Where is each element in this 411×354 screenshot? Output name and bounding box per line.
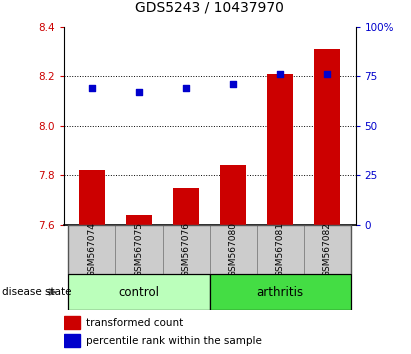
Text: GSM567075: GSM567075 — [134, 222, 143, 277]
Bar — [304, 225, 351, 274]
Text: transformed count: transformed count — [85, 318, 183, 327]
Point — [89, 85, 95, 91]
Text: GSM567082: GSM567082 — [323, 222, 332, 277]
Point — [136, 89, 142, 95]
Point — [183, 85, 189, 91]
Bar — [162, 225, 210, 274]
Bar — [115, 225, 162, 274]
Text: disease state: disease state — [2, 287, 72, 297]
Bar — [314, 49, 340, 225]
Bar — [64, 316, 80, 329]
Bar — [126, 215, 152, 225]
Bar — [173, 188, 199, 225]
Bar — [68, 274, 210, 310]
Text: GSM567074: GSM567074 — [88, 222, 97, 277]
Point — [230, 81, 236, 87]
Point — [324, 71, 330, 77]
Text: GSM567081: GSM567081 — [276, 222, 285, 277]
Text: control: control — [118, 286, 159, 298]
Bar — [220, 165, 246, 225]
Bar — [64, 335, 80, 348]
Point — [277, 71, 284, 77]
Bar — [267, 74, 293, 225]
Bar — [79, 170, 105, 225]
Bar — [68, 225, 115, 274]
Bar — [210, 225, 257, 274]
Text: GSM567076: GSM567076 — [182, 222, 191, 277]
Bar — [257, 225, 304, 274]
Text: arthritis: arthritis — [256, 286, 304, 298]
Text: GDS5243 / 10437970: GDS5243 / 10437970 — [135, 0, 284, 14]
Text: percentile rank within the sample: percentile rank within the sample — [85, 336, 261, 346]
Bar — [210, 274, 351, 310]
Text: GSM567080: GSM567080 — [229, 222, 238, 277]
